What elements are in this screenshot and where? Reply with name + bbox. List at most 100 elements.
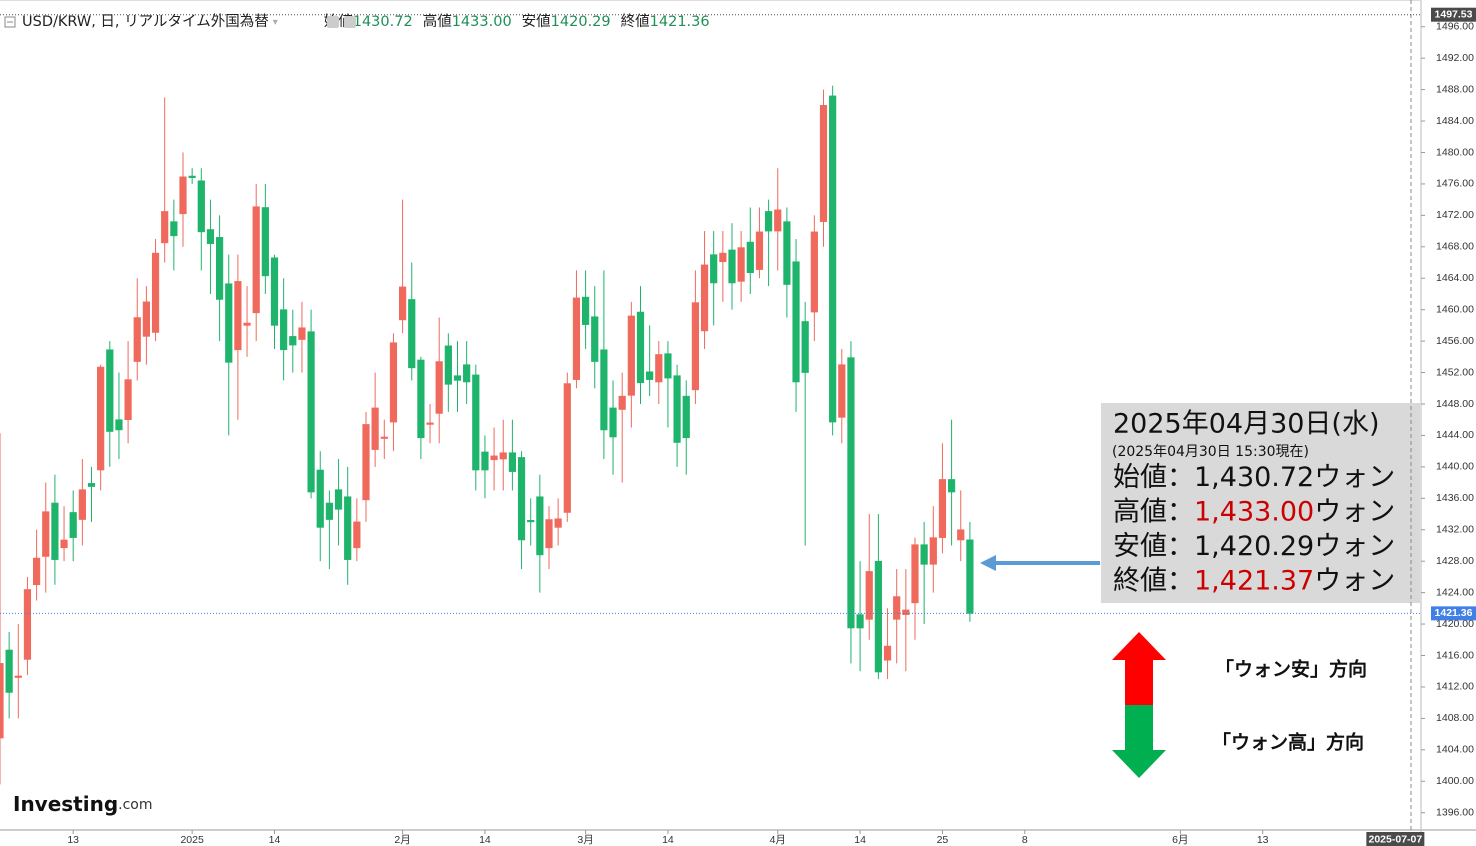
candle-body	[316, 469, 324, 528]
candle-body	[957, 529, 965, 541]
candle-body	[78, 489, 86, 520]
candle-body	[115, 419, 123, 431]
crosshair-date: 2025-07-07	[1369, 833, 1423, 845]
candle-body	[252, 206, 260, 314]
candle-body	[206, 229, 215, 244]
down-arrow	[1112, 705, 1166, 778]
x-tick-label: 14	[479, 834, 491, 846]
candle-body	[865, 571, 873, 620]
pointer-arrow-head	[980, 555, 996, 571]
candle-body	[883, 645, 892, 661]
candle-body	[829, 95, 837, 423]
y-tick-label: 1448.00	[1436, 398, 1474, 410]
candle-body	[215, 237, 224, 300]
candle-body	[5, 649, 13, 693]
legend-header: USD/KRW, 日, リアルタイム外国為替▾始値1430.72高値1433.0…	[22, 13, 710, 30]
candle-body	[325, 502, 333, 520]
candle-body	[719, 252, 727, 263]
info-title: 2025年04月30日(水)	[1113, 409, 1380, 440]
candle-body	[591, 316, 599, 362]
dropdown[interactable]: ▾	[273, 17, 278, 28]
field-label: 高値	[423, 13, 452, 30]
candle-body	[472, 374, 480, 471]
candle-body	[664, 353, 672, 379]
candle-body	[87, 483, 96, 487]
candle-body	[581, 296, 590, 325]
candle-body	[618, 395, 626, 410]
y-tick-label: 1424.00	[1436, 586, 1474, 598]
info-unit: ウォン	[1314, 531, 1395, 562]
brand: Investing.com	[13, 792, 153, 816]
candle-body	[133, 317, 141, 362]
y-tick-label: 1400.00	[1436, 775, 1474, 787]
candle-body	[554, 518, 562, 528]
down-arrow-label: 「ウォン高」方向	[1212, 731, 1364, 754]
crosshair-date-bg	[1366, 832, 1425, 846]
candle-body	[334, 489, 343, 510]
y-tick-label: 1440.00	[1436, 461, 1474, 473]
candle-body	[710, 254, 718, 284]
candle-body	[444, 345, 452, 385]
y-tick-label: 1436.00	[1436, 492, 1474, 504]
y-tick-label: 1480.00	[1436, 146, 1474, 158]
settings-icon	[327, 16, 339, 28]
x-tick-label: 13	[1257, 834, 1269, 846]
candle-body	[536, 496, 544, 556]
candle-body	[353, 521, 361, 549]
y-tick-label: 1420.00	[1436, 618, 1474, 630]
settings-icon	[344, 16, 356, 28]
candle-body	[911, 544, 919, 604]
candle-body	[783, 221, 791, 285]
candle-body	[764, 211, 773, 232]
candle-body	[298, 327, 306, 340]
y-tick-label: 1404.00	[1436, 744, 1474, 756]
y-tick-label: 1456.00	[1436, 335, 1474, 347]
candle-body	[893, 596, 901, 620]
candle-body	[499, 452, 507, 460]
candle-body	[517, 457, 526, 541]
candle-body	[142, 301, 150, 337]
y-tick-label: 1408.00	[1436, 712, 1474, 724]
candle-body	[60, 539, 68, 549]
candle-body	[874, 560, 882, 673]
info-row: 安値：1,420.29ウォン	[1113, 531, 1395, 562]
candle-body	[801, 321, 809, 373]
y-tick-label: 1492.00	[1436, 52, 1474, 64]
candle-body	[938, 479, 947, 538]
price-label-bg	[1431, 7, 1476, 22]
candle-body	[51, 502, 59, 560]
candle-body	[527, 520, 535, 523]
candle-body	[929, 537, 937, 565]
candle-body	[673, 375, 681, 443]
info-value: 1,421.37	[1194, 565, 1314, 596]
x-tick-label: 8	[1022, 834, 1028, 846]
field-value: 1433.00	[452, 14, 512, 30]
y-tick-label: 1412.00	[1436, 681, 1474, 693]
info-row: 高値：1,433.00ウォン	[1113, 496, 1395, 527]
candle-body	[810, 231, 818, 313]
candle-body	[819, 105, 828, 222]
up-arrow	[1112, 632, 1166, 705]
candle-body	[69, 512, 77, 538]
info-label: 安値：	[1113, 531, 1194, 562]
field-value: 1420.29	[551, 14, 611, 30]
candle-body	[636, 311, 645, 384]
candle-body	[682, 395, 690, 439]
brand-name: Investing	[13, 792, 118, 816]
brand-suffix: .com	[118, 797, 152, 813]
collapse-icon[interactable]	[4, 16, 16, 28]
candle-body	[197, 180, 205, 233]
candle-body	[0, 663, 4, 739]
candle-body	[243, 322, 251, 326]
candle-body	[124, 379, 132, 421]
price-label: 1497.53	[1435, 8, 1473, 20]
x-tick-label: 13	[67, 834, 79, 846]
candle-body	[179, 176, 187, 215]
x-tick-label: 3月	[577, 834, 593, 846]
price-label: 1421.36	[1435, 607, 1473, 619]
candle-body	[97, 366, 105, 471]
candle-body	[755, 231, 764, 270]
x-tick-label: 2月	[394, 834, 410, 846]
y-tick-label: 1472.00	[1436, 209, 1474, 221]
